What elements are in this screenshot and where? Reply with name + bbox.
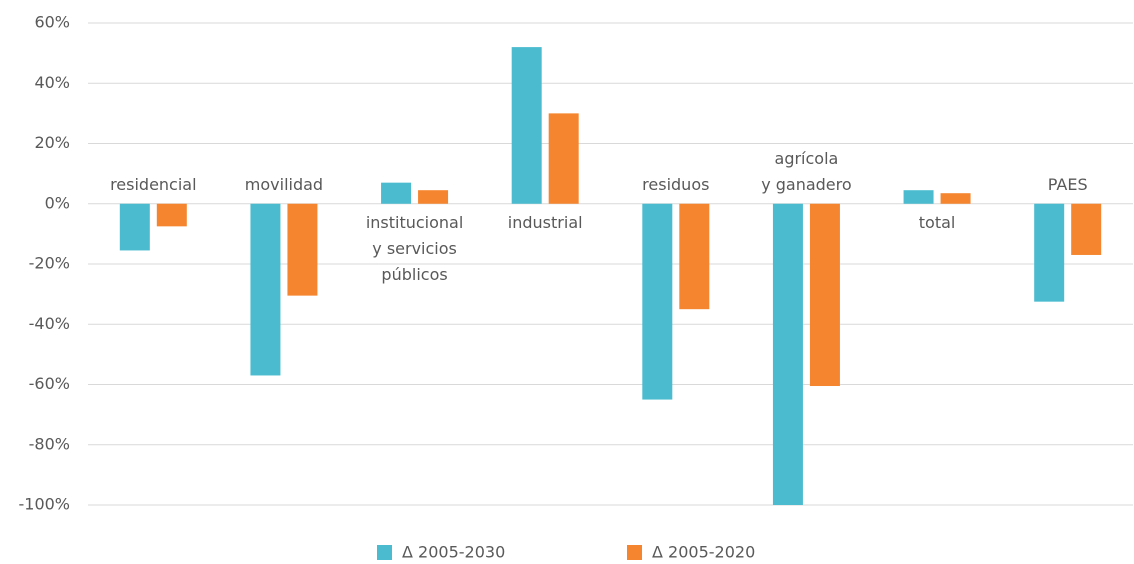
bar bbox=[418, 190, 449, 204]
bar bbox=[809, 203, 840, 387]
bar bbox=[250, 203, 281, 376]
bar bbox=[679, 203, 710, 310]
legend-swatch bbox=[377, 545, 392, 560]
bar bbox=[156, 203, 187, 227]
bar bbox=[903, 190, 934, 204]
legend-label: Δ 2005-2020 bbox=[652, 543, 755, 562]
y-tick-label: 20% bbox=[34, 133, 70, 152]
category-label: movilidad bbox=[244, 174, 324, 194]
category-label: industrial bbox=[507, 212, 583, 232]
y-tick-label: -80% bbox=[29, 434, 70, 453]
legend-swatch bbox=[627, 545, 642, 560]
bar bbox=[772, 203, 803, 505]
category-label: agrícola y ganadero bbox=[761, 148, 852, 194]
y-tick-label: -100% bbox=[18, 495, 70, 514]
legend-label: Δ 2005-2030 bbox=[402, 543, 505, 562]
category-label: total bbox=[918, 212, 956, 232]
category-label: institucional y servicios públicos bbox=[365, 212, 464, 284]
y-tick-label: 60% bbox=[34, 13, 70, 32]
category-label: residencial bbox=[110, 174, 197, 194]
y-tick-label: -20% bbox=[29, 254, 70, 273]
bar bbox=[1071, 203, 1102, 255]
bar bbox=[511, 47, 542, 204]
y-tick-label: -40% bbox=[29, 314, 70, 333]
bar bbox=[642, 203, 673, 400]
bar bbox=[940, 193, 971, 204]
bar bbox=[381, 182, 412, 204]
y-tick-label: -60% bbox=[29, 374, 70, 393]
bar bbox=[1034, 203, 1065, 302]
bar bbox=[548, 113, 579, 204]
category-label: PAES bbox=[1047, 174, 1088, 194]
bar bbox=[287, 203, 318, 296]
y-tick-label: 0% bbox=[45, 193, 70, 212]
bar bbox=[119, 203, 150, 251]
y-tick-label: 40% bbox=[34, 73, 70, 92]
category-label: residuos bbox=[642, 174, 710, 194]
